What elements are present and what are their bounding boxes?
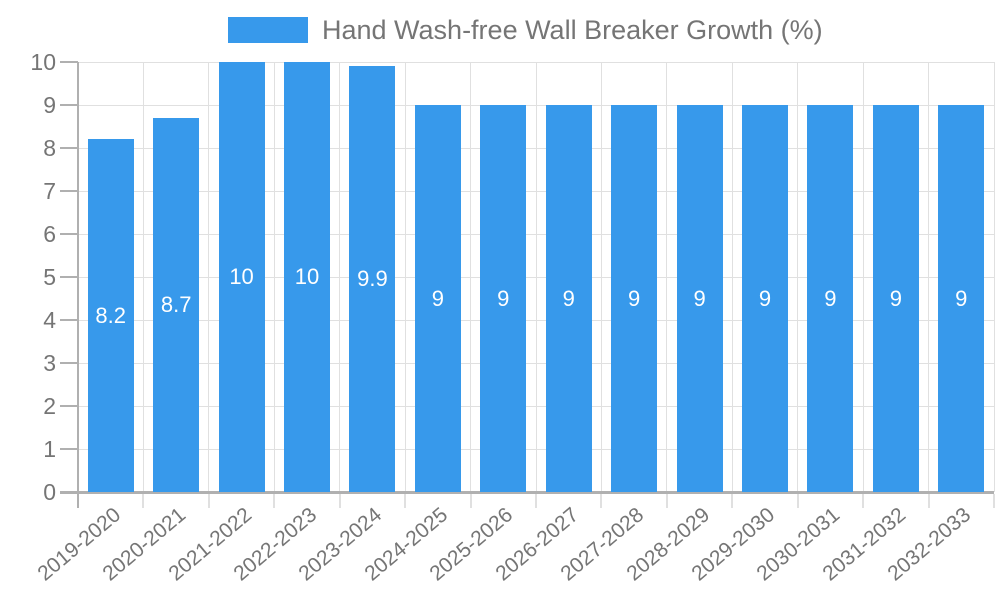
bar[interactable] bbox=[284, 62, 330, 492]
y-tick bbox=[60, 448, 78, 450]
gridline-v bbox=[535, 62, 537, 492]
gridline-v bbox=[666, 62, 668, 492]
x-tick bbox=[993, 494, 995, 508]
gridline-v bbox=[928, 62, 930, 492]
bar[interactable] bbox=[414, 105, 461, 492]
gridline-v bbox=[862, 62, 864, 492]
x-tick bbox=[207, 494, 210, 508]
x-tick bbox=[142, 494, 145, 508]
legend[interactable]: Hand Wash-free Wall Breaker Growth (%) bbox=[228, 16, 823, 44]
x-tick bbox=[796, 494, 799, 508]
gridline-v bbox=[339, 62, 341, 492]
x-tick bbox=[469, 494, 472, 508]
gridline-v bbox=[797, 62, 799, 492]
bar[interactable] bbox=[938, 105, 985, 492]
gridline-v bbox=[404, 62, 406, 492]
y-axis-label: 0 bbox=[43, 479, 56, 505]
y-tick bbox=[60, 233, 78, 235]
y-axis-line bbox=[77, 62, 79, 508]
bar[interactable] bbox=[349, 66, 396, 492]
y-axis-label: 8 bbox=[43, 135, 56, 161]
y-tick bbox=[60, 104, 78, 106]
y-axis-label: 7 bbox=[43, 178, 56, 204]
gridline-v bbox=[470, 62, 472, 492]
gridline-v bbox=[142, 62, 144, 492]
bar[interactable] bbox=[611, 105, 658, 492]
y-tick bbox=[60, 362, 78, 364]
gridline-v bbox=[993, 62, 995, 492]
legend-swatch[interactable] bbox=[228, 17, 308, 43]
bar[interactable] bbox=[480, 105, 527, 492]
x-tick bbox=[600, 494, 603, 508]
y-tick bbox=[60, 147, 78, 149]
x-tick bbox=[535, 494, 537, 508]
x-tick bbox=[404, 494, 407, 508]
y-axis-label: 9 bbox=[43, 92, 56, 118]
y-axis-label: 2 bbox=[43, 393, 56, 419]
y-tick bbox=[60, 405, 78, 407]
x-tick bbox=[338, 494, 341, 508]
y-tick bbox=[60, 61, 78, 63]
x-tick bbox=[927, 494, 930, 508]
y-tick bbox=[60, 190, 78, 192]
bar[interactable] bbox=[87, 139, 134, 492]
y-tick bbox=[60, 319, 78, 321]
x-tick bbox=[665, 494, 668, 508]
y-axis-label: 5 bbox=[43, 264, 56, 290]
bar[interactable] bbox=[742, 105, 788, 492]
y-axis-label: 4 bbox=[43, 307, 56, 333]
x-tick bbox=[273, 494, 276, 508]
bar[interactable] bbox=[545, 105, 592, 492]
y-axis-label: 6 bbox=[43, 221, 56, 247]
y-axis-label: 3 bbox=[43, 350, 56, 376]
bar[interactable] bbox=[676, 105, 723, 492]
bar[interactable] bbox=[153, 117, 200, 492]
x-axis-line bbox=[60, 491, 994, 494]
gridline-v bbox=[731, 62, 733, 492]
x-tick bbox=[731, 494, 734, 508]
x-tick bbox=[862, 494, 865, 508]
bar[interactable] bbox=[807, 105, 854, 492]
gridline-v bbox=[600, 62, 602, 492]
y-tick bbox=[60, 276, 78, 278]
bar[interactable] bbox=[872, 105, 919, 492]
gridline-v bbox=[273, 62, 275, 492]
y-axis-label: 10 bbox=[30, 49, 56, 75]
legend-label[interactable]: Hand Wash-free Wall Breaker Growth (%) bbox=[322, 15, 823, 45]
bar[interactable] bbox=[218, 62, 265, 492]
y-axis-label: 1 bbox=[43, 436, 56, 462]
gridline-v bbox=[208, 62, 210, 492]
